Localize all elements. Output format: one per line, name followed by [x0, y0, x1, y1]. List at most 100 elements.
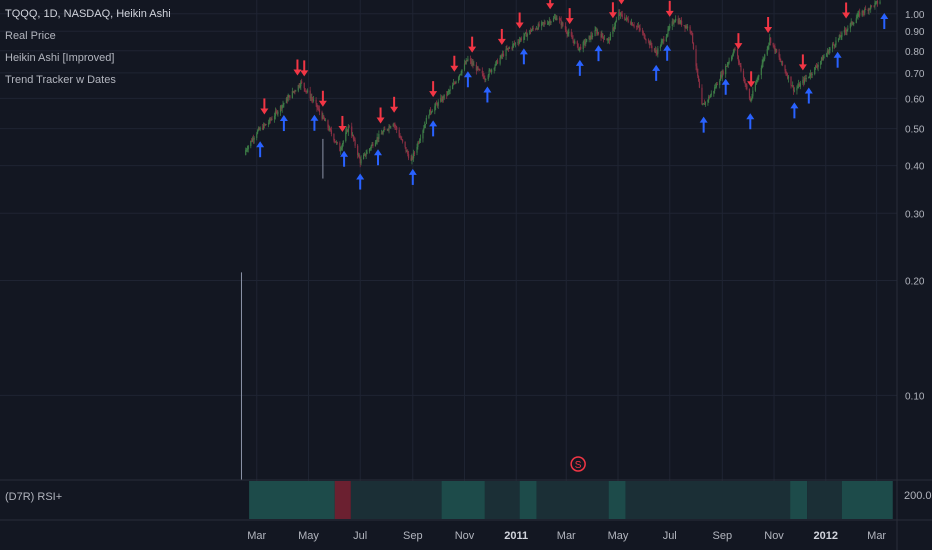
sell-arrow-icon: [338, 125, 347, 132]
candle-body: [322, 115, 324, 119]
candle-body: [740, 65, 742, 71]
candle-body: [530, 30, 532, 32]
candle-body: [312, 99, 315, 101]
candle-body: [821, 57, 823, 61]
buy-arrow-icon: [721, 78, 730, 85]
legend-indicator-real-price[interactable]: Real Price: [5, 30, 56, 42]
candle-body: [547, 23, 549, 25]
candle-body: [681, 20, 683, 26]
candle-body: [839, 35, 841, 38]
candle-body: [458, 74, 461, 78]
buy-arrow-icon: [463, 71, 472, 78]
candle-body: [556, 18, 558, 20]
candle-body: [297, 85, 299, 91]
candle-body: [695, 49, 697, 67]
candle-body: [852, 23, 854, 25]
candle-body: [389, 126, 391, 128]
candle-body: [251, 138, 254, 142]
candle-body: [684, 25, 686, 28]
candle-body: [600, 33, 602, 38]
candle-body: [731, 55, 734, 57]
candle-body: [671, 21, 673, 27]
candle-body: [555, 17, 557, 20]
candle-body: [625, 17, 628, 19]
candle-body: [625, 18, 627, 20]
candle-body: [685, 25, 687, 28]
candle-body: [475, 64, 477, 71]
sell-arrow-icon: [546, 3, 555, 10]
candle-body: [535, 28, 538, 30]
candle-body: [358, 154, 360, 159]
candle-body: [667, 28, 669, 35]
rsi-segment: [519, 481, 537, 519]
candle-body: [263, 124, 265, 126]
rsi-segment: [625, 481, 791, 519]
candle-body: [594, 30, 596, 36]
rsi-panel-label[interactable]: (D7R) RSI+: [5, 491, 63, 503]
candle-body: [329, 128, 332, 131]
legend-indicator-heikin-ashi[interactable]: Heikin Ashi [Improved]: [5, 52, 115, 64]
candle-body: [857, 13, 859, 17]
candle-body: [561, 22, 563, 26]
candle-body: [583, 41, 585, 43]
candle-body: [301, 81, 303, 83]
candle-body: [282, 104, 284, 106]
candle-body: [772, 42, 774, 46]
candle-body: [554, 17, 556, 19]
candle-body: [715, 83, 717, 88]
candle-body: [318, 109, 321, 113]
candle-body: [452, 83, 455, 85]
candle-body: [277, 111, 279, 114]
candle-body: [429, 109, 432, 113]
candle-body: [713, 90, 715, 94]
candle-body: [580, 46, 582, 50]
candle-body: [775, 49, 778, 53]
buy-arrow-icon: [429, 120, 438, 127]
candle-body: [423, 128, 425, 131]
candle-body: [346, 129, 349, 132]
candle-body: [590, 35, 592, 40]
candle-body: [636, 26, 639, 28]
candle-body: [374, 142, 377, 147]
candle-body: [507, 48, 509, 50]
candle-body: [678, 20, 680, 24]
candle-body: [511, 47, 513, 49]
candle-body: [719, 80, 721, 86]
candle-body: [424, 124, 426, 129]
rsi-scale-value: 200.00: [904, 490, 932, 502]
candle-body: [351, 126, 353, 136]
candle-body: [820, 57, 823, 62]
candle-body: [469, 58, 472, 61]
candle-body: [359, 158, 361, 164]
candle-body: [431, 111, 433, 113]
candle-body: [845, 30, 847, 32]
candle-body: [859, 12, 861, 16]
candle-body: [828, 50, 830, 54]
candle-body: [621, 14, 623, 17]
candle-body: [822, 57, 824, 61]
candle-body: [588, 36, 590, 40]
candle-body: [410, 158, 412, 161]
candle-body: [377, 137, 379, 139]
candle-body: [460, 73, 462, 75]
candle-body: [541, 22, 544, 24]
candle-body: [757, 76, 759, 80]
legend-symbol-line[interactable]: TQQQ, 1D, NASDAQ, Heikin Ashi: [5, 8, 171, 20]
candle-body: [559, 19, 561, 21]
candle-body: [609, 33, 611, 41]
candle-body: [744, 82, 746, 85]
y-tick-label: 0.80: [905, 47, 925, 58]
candle-body: [827, 50, 829, 54]
candle-body: [398, 129, 400, 137]
candle-body: [680, 20, 682, 24]
legend-indicator-trend-tracker[interactable]: Trend Tracker w Dates: [5, 74, 116, 86]
candle-body: [268, 118, 271, 123]
event-marker[interactable]: S: [570, 456, 586, 472]
candle-body: [750, 99, 752, 102]
candle-body: [619, 12, 622, 15]
candle-body: [876, 1, 879, 4]
candle-body: [608, 39, 611, 41]
candle-body: [869, 8, 871, 10]
